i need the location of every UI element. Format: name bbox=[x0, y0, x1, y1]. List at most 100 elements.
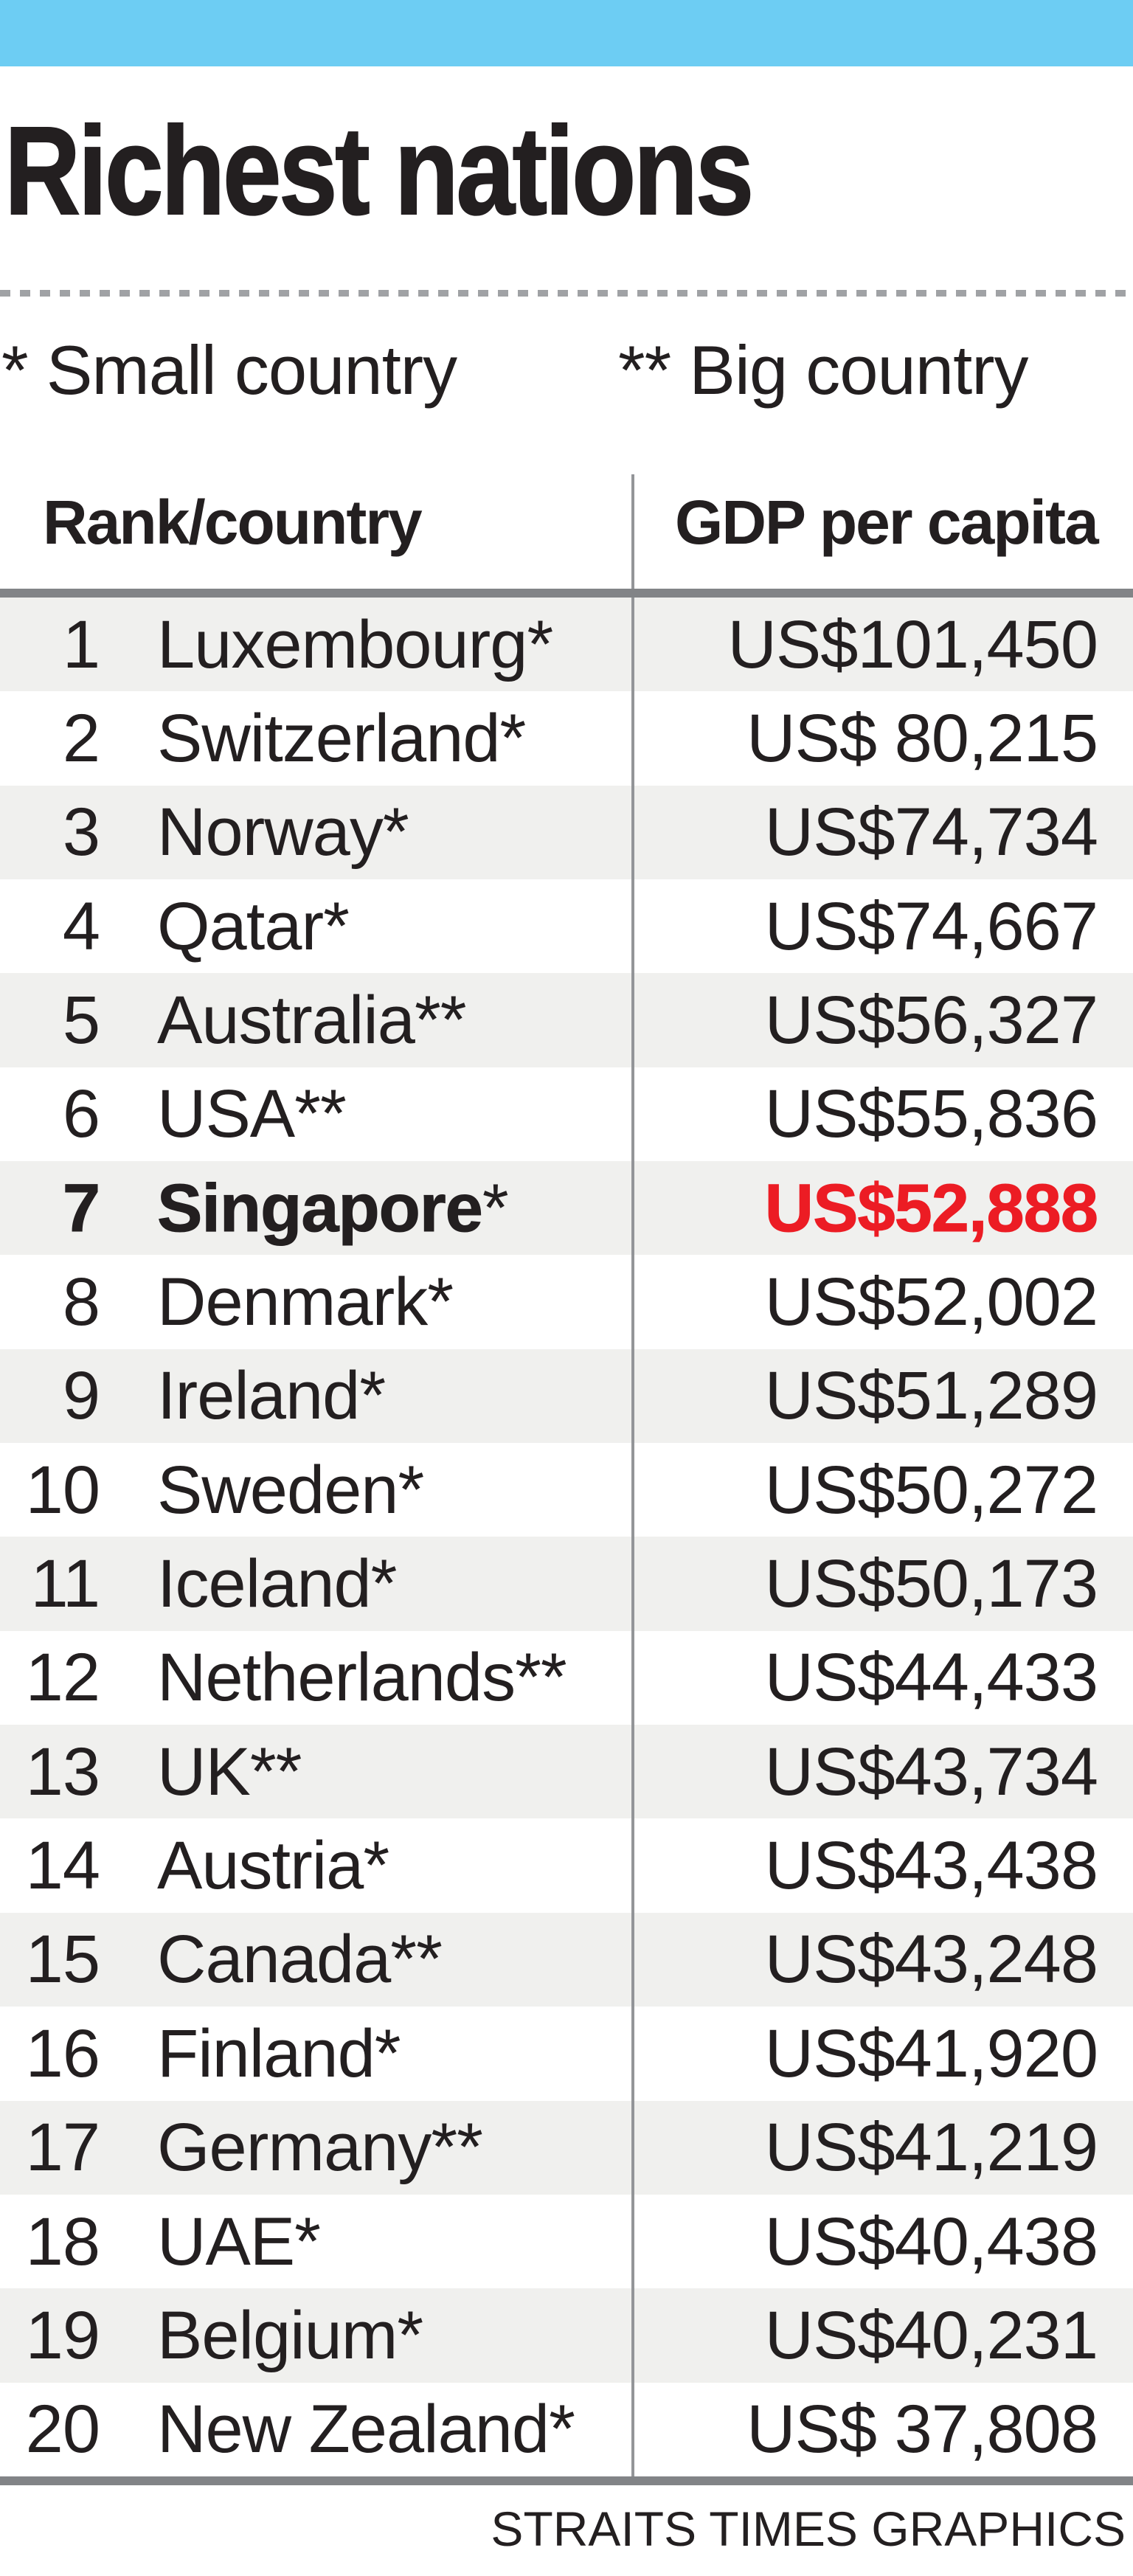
country-name: Denmark bbox=[157, 1264, 428, 1340]
country-cell: Switzerland* bbox=[157, 704, 526, 772]
rank-cell: 11 bbox=[30, 1546, 100, 1622]
rank-cell: 14 bbox=[25, 1828, 100, 1904]
rank-cell: 19 bbox=[25, 2297, 100, 2373]
country-cell: New Zealand* bbox=[157, 2395, 575, 2463]
country-size-marker: * bbox=[527, 606, 553, 682]
gdp-cell: US$50,173 bbox=[764, 1546, 1098, 1622]
country-cell: Netherlands** bbox=[157, 1644, 567, 1711]
country-size-marker: * bbox=[370, 1546, 398, 1622]
country-name: Luxembourg bbox=[157, 606, 527, 682]
country-size-marker: * bbox=[427, 1264, 454, 1340]
gdp-cell: US$43,734 bbox=[764, 1734, 1098, 1810]
gdp-cell: US$51,289 bbox=[764, 1358, 1098, 1434]
gdp-cell: US$ 37,808 bbox=[746, 2392, 1098, 2468]
country-name: Austria bbox=[157, 1828, 364, 1904]
table-row: 10 Sweden* US$50,272 bbox=[0, 1443, 1133, 1537]
rank-cell: 20 bbox=[25, 2392, 100, 2468]
accent-bar bbox=[0, 0, 1133, 66]
country-name: UAE bbox=[157, 2203, 295, 2279]
country-size-marker: * bbox=[398, 1452, 424, 1528]
table-row: 12 Netherlands** US$44,433 bbox=[0, 1631, 1133, 1725]
country-cell: Singapore* bbox=[157, 1174, 509, 1242]
country-name: New Zealand bbox=[157, 2392, 550, 2468]
rank-cell: 17 bbox=[25, 2110, 100, 2186]
table-row: 1 Luxembourg* US$101,450 bbox=[0, 598, 1133, 692]
country-name: UK bbox=[157, 1734, 251, 1810]
rank-cell: 8 bbox=[62, 1264, 100, 1340]
country-name: Singapore bbox=[157, 1170, 484, 1246]
country-name: USA bbox=[157, 1076, 295, 1152]
gdp-cell: US$44,433 bbox=[764, 1640, 1098, 1716]
gdp-cell: US$40,438 bbox=[764, 2203, 1098, 2279]
gdp-cell: US$43,438 bbox=[764, 1828, 1098, 1904]
rank-cell: 7 bbox=[62, 1170, 100, 1246]
country-cell: Australia** bbox=[157, 986, 467, 1054]
country-cell: USA** bbox=[157, 1080, 347, 1148]
country-size-marker: ** bbox=[515, 1640, 567, 1716]
table-row: 4 Qatar* US$74,667 bbox=[0, 879, 1133, 973]
country-name: Ireland bbox=[157, 1358, 360, 1434]
table-row: 18 UAE* US$40,438 bbox=[0, 2195, 1133, 2288]
country-size-marker: * bbox=[323, 888, 350, 964]
table-row: 13 UK** US$43,734 bbox=[0, 1725, 1133, 1819]
table-row: 20 New Zealand* US$ 37,808 bbox=[0, 2383, 1133, 2476]
dashed-divider bbox=[0, 290, 1133, 297]
country-cell: UK** bbox=[157, 1738, 302, 1806]
country-name: Norway bbox=[157, 794, 384, 870]
country-name: Belgium bbox=[157, 2297, 398, 2373]
country-cell: Denmark* bbox=[157, 1268, 454, 1336]
column-header-gdp-per-capita: GDP per capita bbox=[675, 488, 1099, 557]
country-size-marker: * bbox=[482, 1170, 509, 1246]
table-row: 3 Norway* US$74,734 bbox=[0, 785, 1133, 880]
country-size-marker: ** bbox=[390, 1922, 443, 1998]
gdp-cell: US$52,002 bbox=[764, 1264, 1098, 1340]
table-top-rule bbox=[0, 589, 1133, 598]
rank-cell: 18 bbox=[25, 2203, 100, 2279]
table-row: 14 Austria* US$43,438 bbox=[0, 1818, 1133, 1912]
gdp-cell: US$ 80,215 bbox=[746, 701, 1098, 777]
country-size-marker: * bbox=[382, 794, 409, 870]
footer-credit: STRAITS TIMES GRAPHICS bbox=[491, 2501, 1126, 2556]
country-size-marker: ** bbox=[249, 1734, 302, 1810]
country-size-marker: * bbox=[294, 2203, 321, 2279]
country-name: Germany bbox=[157, 2110, 432, 2186]
country-cell: Germany** bbox=[157, 2113, 483, 2181]
table-row: 8 Denmark* US$52,002 bbox=[0, 1255, 1133, 1348]
country-cell: UAE* bbox=[157, 2208, 321, 2276]
table-row: 9 Ireland* US$51,289 bbox=[0, 1348, 1133, 1444]
gdp-cell: US$40,231 bbox=[764, 2297, 1098, 2373]
country-name: Netherlands bbox=[157, 1640, 516, 1716]
country-size-marker: ** bbox=[414, 983, 467, 1059]
rank-cell: 5 bbox=[62, 983, 100, 1059]
country-name: Iceland bbox=[157, 1546, 372, 1622]
country-cell: Austria* bbox=[157, 1832, 389, 1900]
gdp-cell: US$74,667 bbox=[764, 888, 1098, 964]
country-size-marker: * bbox=[363, 1828, 389, 1904]
country-size-marker: * bbox=[374, 2015, 401, 2091]
page-title: Richest nations bbox=[4, 101, 755, 241]
country-cell: Belgium* bbox=[157, 2302, 423, 2369]
country-size-marker: * bbox=[499, 701, 527, 777]
column-header-rank-country: Rank/country bbox=[43, 488, 423, 557]
country-cell: Ireland* bbox=[157, 1362, 386, 1430]
country-cell: Qatar* bbox=[157, 893, 350, 960]
country-size-marker: * bbox=[549, 2392, 575, 2468]
country-size-marker: * bbox=[397, 2297, 423, 2373]
rank-cell: 12 bbox=[25, 1640, 100, 1716]
country-cell: Finland* bbox=[157, 2020, 401, 2088]
country-name: Qatar bbox=[157, 888, 324, 964]
country-name: Switzerland bbox=[157, 701, 501, 777]
country-size-marker: ** bbox=[431, 2110, 483, 2186]
table-body: 1 Luxembourg* US$101,450 2 Switzerland* … bbox=[0, 598, 1133, 2476]
rank-cell: 9 bbox=[62, 1358, 100, 1434]
country-cell: Norway* bbox=[157, 798, 409, 866]
rank-cell: 15 bbox=[25, 1922, 100, 1998]
rank-cell: 1 bbox=[62, 606, 100, 682]
table-row: 2 Switzerland* US$ 80,215 bbox=[0, 691, 1133, 785]
legend: * Small country ** Big country bbox=[0, 330, 1133, 426]
country-cell: Iceland* bbox=[157, 1550, 397, 1618]
rank-cell: 10 bbox=[25, 1452, 100, 1528]
country-cell: Canada** bbox=[157, 1925, 443, 1993]
table-bottom-rule bbox=[0, 2476, 1133, 2485]
country-size-marker: ** bbox=[294, 1076, 347, 1152]
